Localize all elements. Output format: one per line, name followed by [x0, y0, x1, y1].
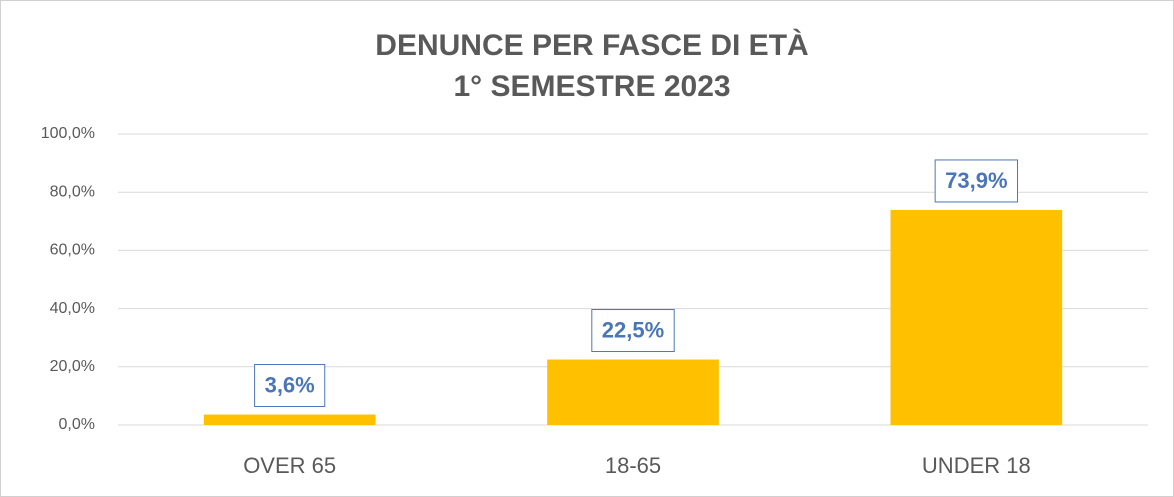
y-tick-label: 80,0% [50, 183, 95, 200]
x-tick-label: UNDER 18 [922, 453, 1031, 478]
data-label: 3,6% [265, 372, 315, 397]
y-tick-label: 60,0% [50, 242, 95, 259]
data-label-box [934, 159, 1019, 203]
chart-title: DENUNCE PER FASCE DI ETÀ [375, 28, 808, 62]
data-label: 73,9% [945, 168, 1007, 193]
y-tick-label: 20,0% [50, 358, 95, 375]
bar [547, 359, 719, 425]
data-label-box [591, 309, 675, 353]
chart-subtitle: 1° SEMESTRE 2023 [453, 70, 730, 103]
data-label: 22,5% [602, 317, 664, 342]
bar [890, 209, 1063, 425]
data-label-box [254, 364, 326, 408]
bar [203, 414, 376, 425]
y-tick-label: 0,0% [59, 416, 95, 433]
y-tick-label: 100,0% [41, 125, 95, 142]
x-tick-label: OVER 65 [243, 453, 336, 478]
x-tick-label: 18-65 [605, 453, 661, 478]
y-tick-label: 40,0% [50, 300, 95, 317]
